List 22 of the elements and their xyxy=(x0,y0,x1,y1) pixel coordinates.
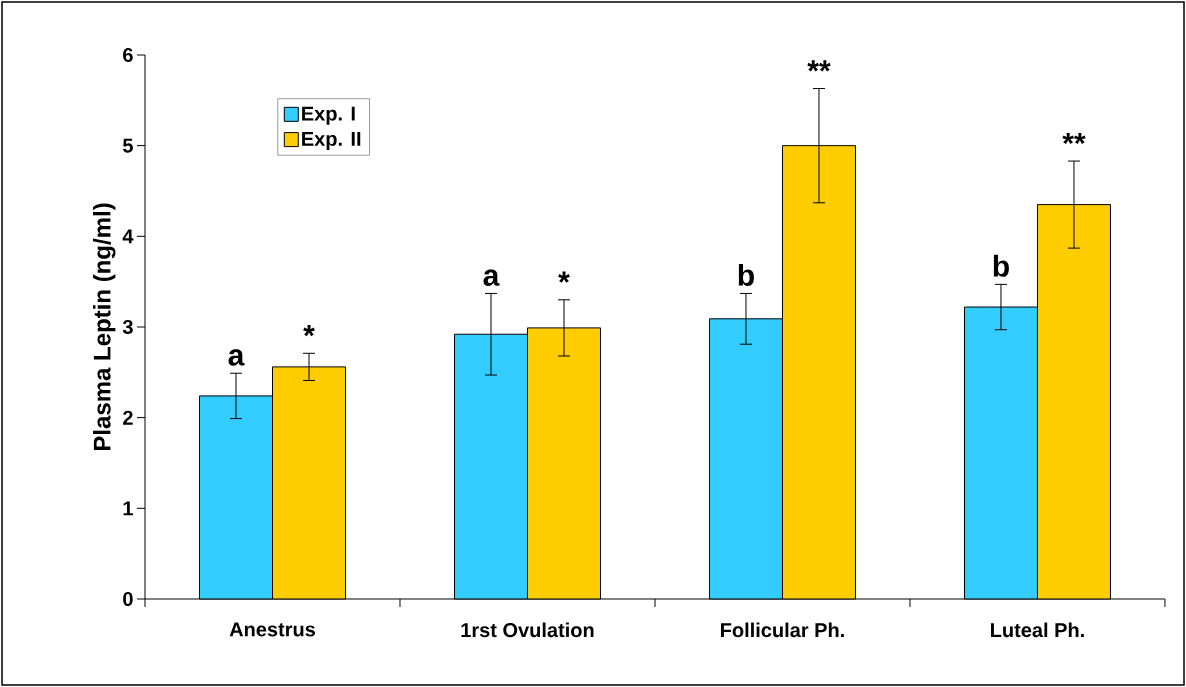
x-tick-label: Luteal Ph. xyxy=(991,622,1084,638)
y-tick-label: 1 xyxy=(123,501,133,516)
y-tick-label: 3 xyxy=(122,319,133,335)
y-tick-label: 5 xyxy=(122,138,133,153)
annotation: * xyxy=(303,325,315,337)
y-tick-label: 4 xyxy=(122,229,134,244)
annotation: * xyxy=(558,271,570,283)
annotation: ** xyxy=(1062,132,1086,145)
x-tick-label: Follicular Ph. xyxy=(721,622,844,638)
annotation: ** xyxy=(807,60,831,72)
annotation: b xyxy=(993,254,1009,277)
annotation: a xyxy=(483,269,500,286)
annotation: b xyxy=(738,263,754,286)
y-tick-label: 0 xyxy=(123,591,133,607)
legend-label: Exp. II xyxy=(302,131,361,150)
y-tick-label: 2 xyxy=(123,410,133,425)
y-tick-label: 6 xyxy=(123,47,133,63)
legend-label: Exp. I xyxy=(302,106,355,125)
y-axis-title: Plasma Leptin (ng/ml) xyxy=(93,203,116,451)
annotation: a xyxy=(228,349,245,366)
x-tick-label: 1rst Ovulation xyxy=(461,622,594,638)
x-tick-label: Anestrus xyxy=(229,622,316,637)
